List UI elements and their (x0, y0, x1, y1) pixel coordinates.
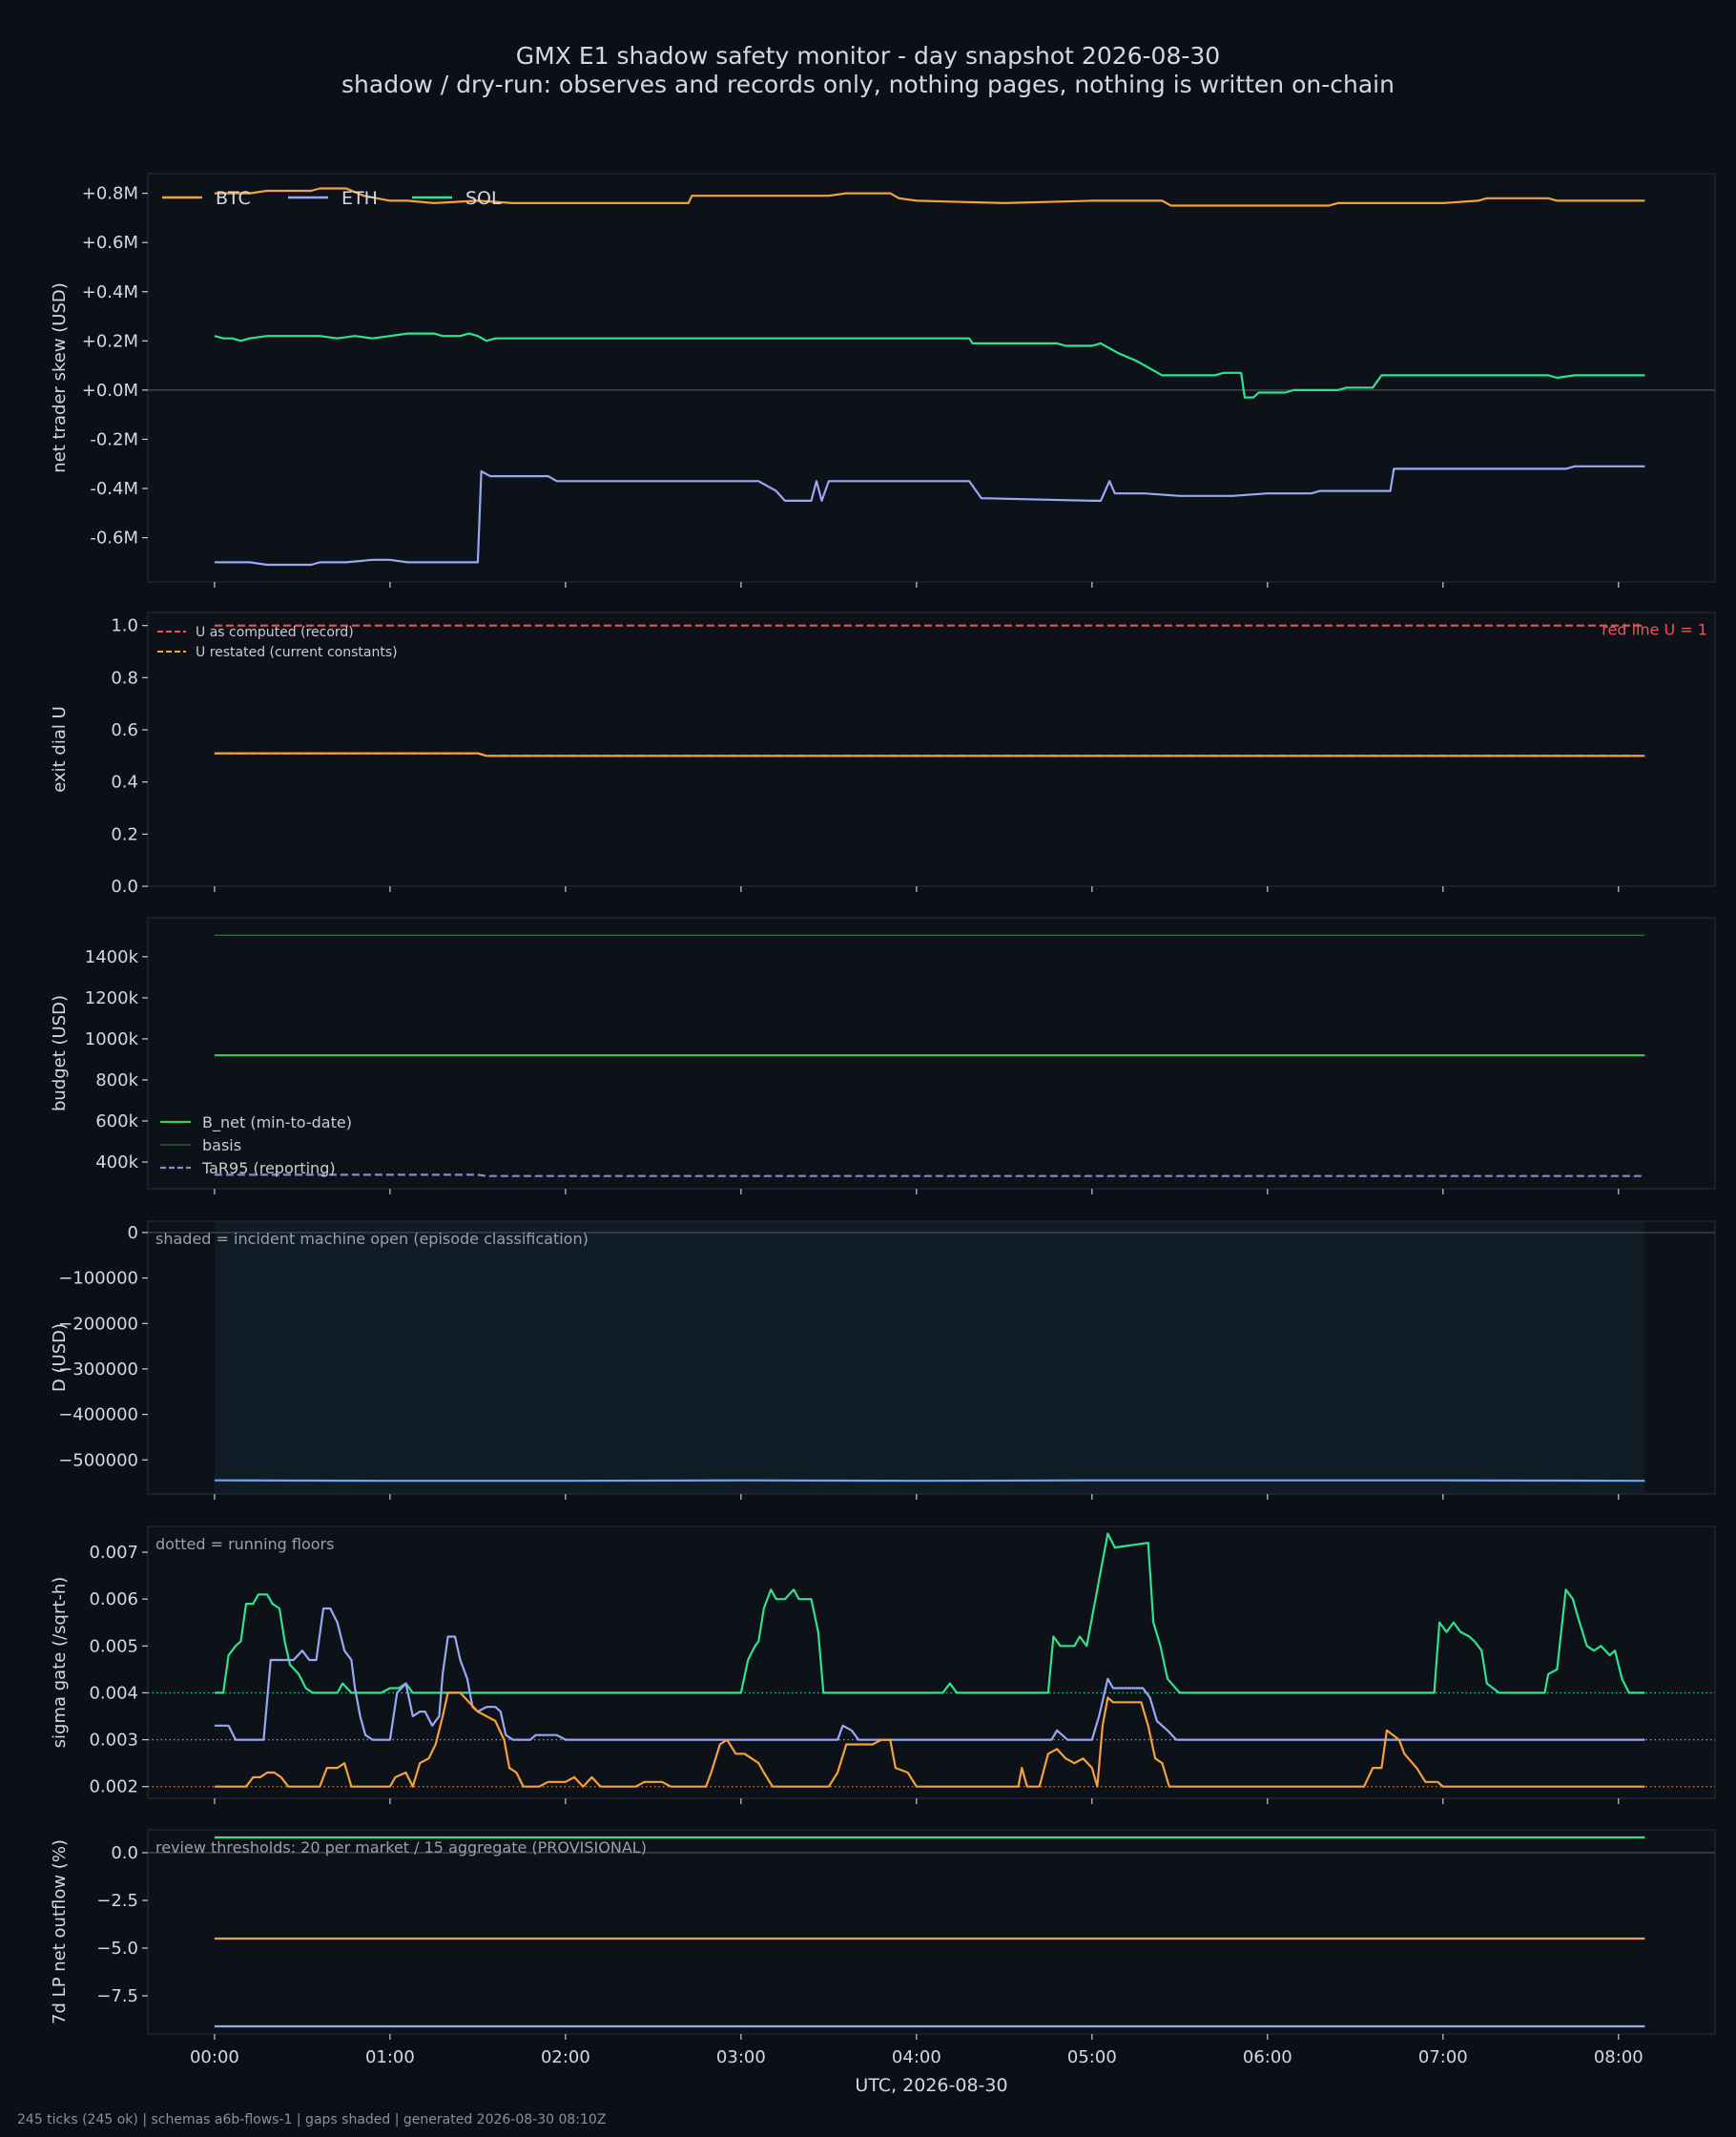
y-axis-label: D (USD) (50, 1323, 70, 1392)
legend-label: U restated (current constants) (196, 645, 398, 660)
chart-title: GMX E1 shadow safety monitor - day snaps… (515, 42, 1221, 70)
plot-area (147, 1829, 1716, 2035)
annotation-text: dotted = running floors (155, 1535, 334, 1553)
series-line-d (214, 1479, 1645, 1483)
series-line-btc (214, 1691, 1645, 1788)
y-tick-label: 0.6 (111, 720, 138, 740)
y-tick-label: -0.2M (90, 429, 138, 449)
y-tick-label: 400k (95, 1152, 138, 1172)
y-tick-label: -0.6M (90, 529, 138, 549)
series-line-u (214, 752, 1645, 757)
legend-label: B_net (min-to-date) (202, 1113, 352, 1132)
y-tick-label: +0.4M (82, 282, 138, 302)
y-tick-label: 0.004 (89, 1683, 138, 1703)
x-tick-label: 03:00 (716, 2047, 766, 2067)
series-line-sol (214, 332, 1645, 399)
y-tick-label: −7.5 (96, 1986, 138, 2006)
y-axis-label: 7d LP net outflow (%) (50, 1839, 70, 2024)
x-tick-label: 02:00 (541, 2047, 590, 2067)
annotation-text: review thresholds: 20 per market / 15 ag… (155, 1838, 647, 1857)
y-tick-label: 600k (95, 1111, 138, 1131)
x-axis-label: UTC, 2026-08-30 (855, 2075, 1007, 2096)
y-axis-label: net trader skew (USD) (50, 282, 70, 473)
panel-sigma: 0.002 0.003 0.004 0.005 0.006 0.007 sigma gate… (50, 1525, 1716, 1804)
y-tick-label: +0.0M (82, 381, 138, 401)
y-tick-label: 0.006 (89, 1589, 138, 1609)
y-tick-label: +0.6M (82, 233, 138, 253)
y-tick-label: −5.0 (96, 1939, 138, 1959)
y-tick-label: −200000 (58, 1314, 138, 1334)
y-tick-label: 0.0 (111, 877, 138, 897)
annotation-text: red line U = 1 (1602, 621, 1707, 639)
y-tick-label: 0.003 (89, 1731, 138, 1751)
y-tick-label: −2.5 (96, 1891, 138, 1911)
y-axis-label: exit dial U (50, 706, 70, 793)
plot-area (147, 917, 1716, 1190)
y-tick-label: 0.2 (111, 824, 138, 844)
y-tick-label: 0 (128, 1223, 138, 1243)
y-tick-label: 0.007 (89, 1543, 138, 1563)
y-axis-label: sigma gate (/sqrt-h) (50, 1577, 70, 1749)
panel-lp_outflow: 0.0 −2.5 −5.0 −7.5 7d LP net outflow (%) revi… (50, 1829, 1716, 2096)
y-tick-label: −500000 (58, 1450, 138, 1470)
y-tick-label: -0.4M (90, 479, 138, 499)
y-tick-label: 1200k (85, 988, 139, 1008)
y-tick-label: −300000 (58, 1359, 138, 1380)
y-tick-label: 1.0 (111, 616, 138, 636)
y-tick-label: 1000k (85, 1029, 139, 1049)
legend-label: ETH (341, 188, 378, 209)
legend-label: BTC (216, 188, 251, 209)
annotation-text: shaded = incident machine open (episode … (155, 1230, 589, 1248)
plot-area (147, 1525, 1716, 1799)
y-tick-label: 0.8 (111, 668, 138, 688)
plot-area (147, 612, 1716, 887)
legend-label: U as computed (record) (196, 625, 354, 640)
panel-drawdown: 0 −100000 −200000 −300000 −400000 −500000 D (U… (50, 1220, 1716, 1500)
y-tick-label: +0.8M (82, 184, 138, 204)
y-tick-label: 0.4 (111, 773, 138, 793)
x-tick-label: 04:00 (892, 2047, 941, 2067)
legend-label: SOL (465, 188, 502, 209)
panel-skew: +0.8M +0.6M +0.4M +0.2M +0.0M -0.2M -0.4M -0.6M… (50, 173, 1716, 588)
series-line-eth (214, 1607, 1645, 1741)
x-tick-label: 01:00 (365, 2047, 415, 2067)
plot-area (147, 173, 1716, 583)
legend-label: TaR95 (reporting) (201, 1159, 336, 1177)
y-tick-label: −100000 (58, 1269, 138, 1289)
panel-exit_dial: 0.0 0.2 0.4 0.6 0.8 1.0 exit dial U red line U … (50, 612, 1716, 897)
x-tick-label: 08:00 (1594, 2047, 1643, 2067)
y-tick-label: 1400k (85, 947, 139, 967)
series-line-tar95-reporting- (214, 1173, 1645, 1177)
y-tick-label: 800k (95, 1070, 138, 1090)
series-line-sol (214, 1532, 1645, 1694)
y-tick-label: −400000 (58, 1405, 138, 1425)
y-tick-label: 0.0 (111, 1843, 138, 1863)
series-line-eth (214, 465, 1645, 567)
chart-subtitle: shadow / dry-run: observes and records o… (341, 71, 1395, 98)
panel-budget: 400k 600k 800k 1000k 1200k 1400k budget (USD) B… (50, 917, 1716, 1194)
legend-label: basis (202, 1136, 241, 1154)
series-line-btc (214, 187, 1645, 207)
y-axis-label: budget (USD) (50, 995, 70, 1111)
x-tick-label: 06:00 (1243, 2047, 1292, 2067)
y-tick-label: 0.002 (89, 1777, 138, 1797)
x-tick-label: 05:00 (1067, 2047, 1117, 2067)
incident-shade (214, 1222, 1645, 1493)
x-tick-label: 07:00 (1418, 2047, 1468, 2067)
y-tick-label: 0.005 (89, 1636, 138, 1656)
y-tick-label: +0.2M (82, 331, 138, 351)
footer-status: 245 ticks (245 ok) | schemas a6b-flows-1… (17, 2112, 607, 2127)
x-tick-label: 00:00 (190, 2047, 239, 2067)
